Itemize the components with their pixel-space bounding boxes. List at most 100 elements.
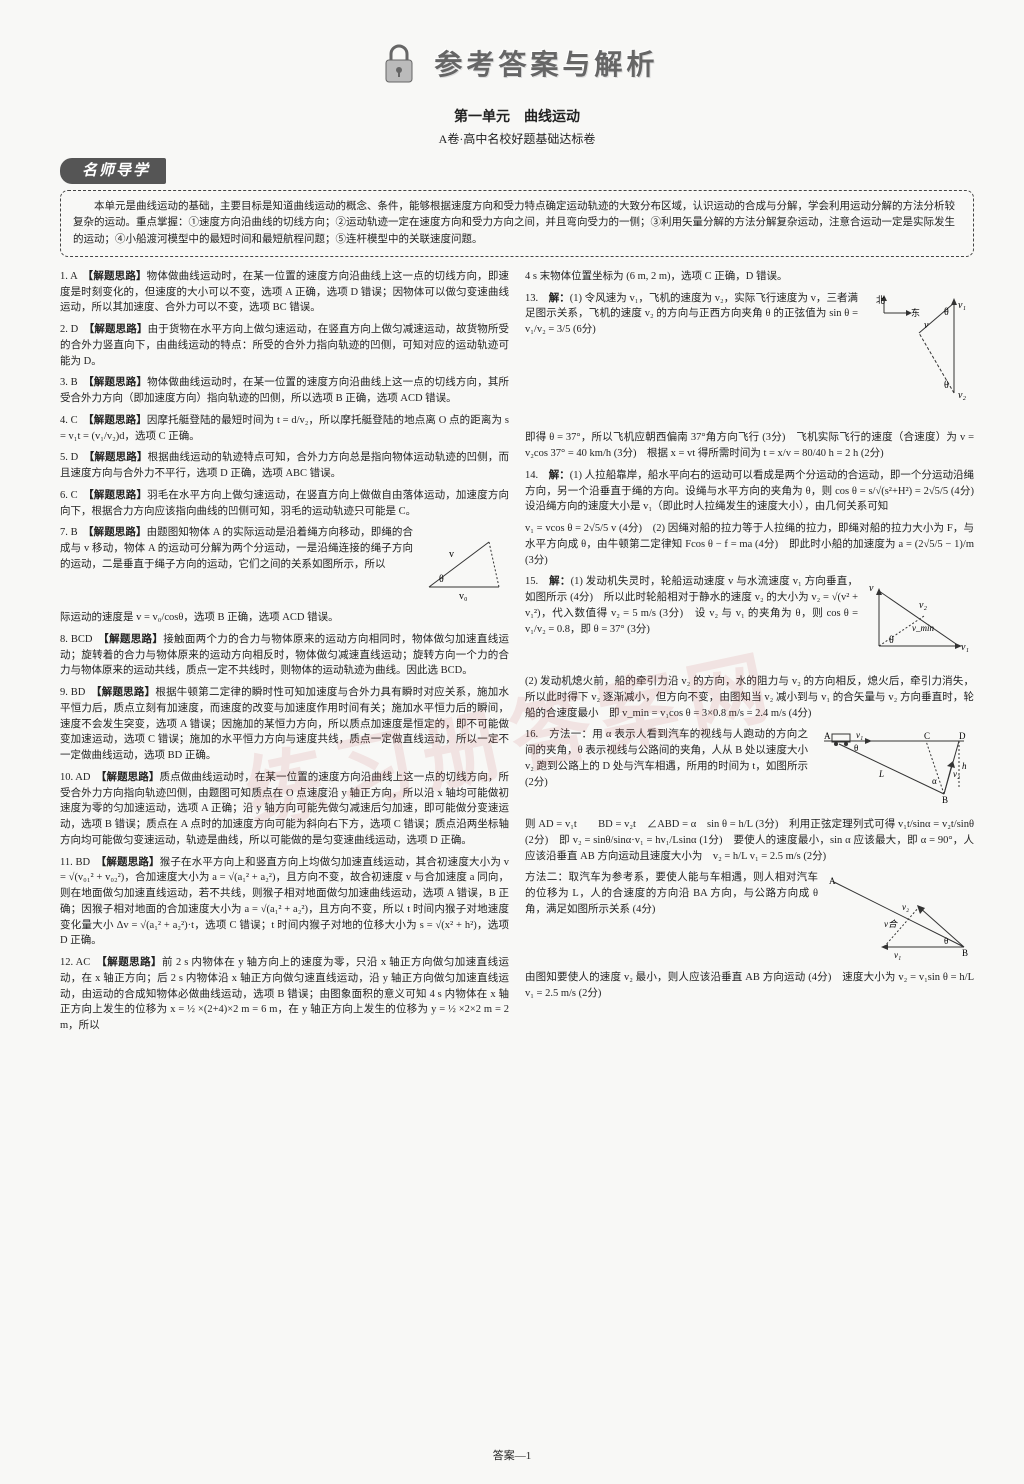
- svg-text:B: B: [962, 948, 968, 958]
- item-number: 16.: [525, 729, 538, 740]
- answer-item: 8. BCD 【解题思路】接触面两个力的合力与物体原来的运动方向相同时，物体做匀…: [60, 632, 509, 679]
- answer-item: 4. C 【解题思路】因摩托艇登陆的最短时间为 t = d/v₂，所以摩托艇登陆…: [60, 413, 509, 445]
- item-label: 【解题思路】: [88, 415, 146, 426]
- answer-item: (2) 发动机熄火前，船的牵引力沿 v₂ 的方向，水的阻力与 v₂ 的方向相反，…: [525, 674, 974, 721]
- item-number: 3. B: [60, 377, 78, 388]
- page-title: 参考答案与解析: [434, 45, 658, 87]
- item-number: 15.: [525, 576, 538, 587]
- item-number: 8. BCD: [60, 634, 92, 645]
- item-text: (1) 发动机失灵时，轮船运动速度 v 与水流速度 v₁ 方向垂直，如图所示 (…: [525, 576, 858, 634]
- answer-item: 则 AD = v₁t BD = v₂t ∠ABD = α sin θ = h/L…: [525, 817, 974, 864]
- vector-diagram: v v₁ v₂ v_min θ: [864, 576, 974, 672]
- svg-text:C: C: [924, 731, 930, 741]
- item-label: 解：: [549, 576, 570, 587]
- item-label: 【解题思路】: [101, 857, 160, 868]
- svg-text:L: L: [878, 769, 884, 779]
- answer-item: A B v₁ v₂ v合 θ 方法二：取汽车为参考系，要使人能与车相遇，则人相对…: [525, 870, 974, 917]
- item-label: 【解题思路】: [89, 324, 148, 335]
- item-text: 根据牛顿第二定律的瞬时性可知加速度与合外力具有瞬时对应关系，施加水平恒力后，质点…: [60, 687, 509, 761]
- content-columns: 1. A 【解题思路】物体做曲线运动时，在某一位置的速度方向沿曲线上这一点的切线…: [60, 269, 974, 1040]
- svg-text:D: D: [959, 731, 966, 741]
- lock-icon: [376, 40, 422, 92]
- answer-item: v v₁ v₂ v_min θ 15. 解：(1) 发动机失灵时，轮船运动速度 …: [525, 574, 974, 637]
- intro-box: 本单元是曲线运动的基础，主要目标是知道曲线运动的概念、条件，能够根据速度方向和受…: [60, 190, 974, 257]
- item-number: 1. A: [60, 271, 77, 282]
- answer-item: 3. B 【解题思路】物体做曲线运动时，在某一位置的速度方向沿曲线上这一点的切线…: [60, 375, 509, 407]
- item-label: 【解题思路】: [104, 634, 164, 645]
- item-number: 12. AC: [60, 957, 90, 968]
- answer-item: 6. C 【解题思路】羽毛在水平方向上做匀速运动，在竖直方向上做做自由落体运动，…: [60, 488, 509, 520]
- answer-item: 5. D 【解题思路】根据曲线运动的轨迹特点可知，合外力方向总是指向物体运动轨迹…: [60, 450, 509, 482]
- item-text: (2) 发动机熄火前，船的牵引力沿 v₂ 的方向，水的阻力与 v₂ 的方向相反，…: [525, 676, 974, 719]
- answer-item: v₁ A C D h B L α θ v₂ 16. 方法一：用 α 表示人看到汽…: [525, 727, 974, 790]
- item-number: 4. C: [60, 415, 78, 426]
- item-text: 即得 θ = 37°，所以飞机应朝西偏南 37°角方向飞行 (3分) 飞机实际飞…: [525, 432, 974, 459]
- answer-item: 由图知要使人的速度 v₂ 最小，则人应该沿垂直 AB 方向运动 (4分) 速度大…: [525, 970, 974, 1002]
- item-text: 猴子在水平方向上和竖直方向上均做匀加速直线运动，其合初速度大小为 v = √(v…: [60, 857, 509, 947]
- item-label: 【解题思路】: [101, 772, 159, 783]
- item-text: 由图知要使人的速度 v₂ 最小，则人应该沿垂直 AB 方向运动 (4分) 速度大…: [525, 972, 974, 999]
- svg-text:v₂: v₂: [902, 902, 909, 912]
- svg-text:h: h: [962, 761, 967, 771]
- item-number: 10. AD: [60, 772, 90, 783]
- answer-item: v₀ v θ 7. B 【解题思路】由题图知物体 A 的实际运动是沿着绳方向移动…: [60, 525, 509, 572]
- page-footer: 答案—1: [0, 1448, 1024, 1465]
- answer-item: 北东 v₁ v₂ v θ θ 13. 解：(1) 令风速为 v₁，飞机的速度为 …: [525, 291, 974, 338]
- item-number: 6. C: [60, 490, 78, 501]
- answer-item: 11. BD 【解题思路】猴子在水平方向上和竖直方向上均做匀加速直线运动，其合初…: [60, 855, 509, 950]
- svg-text:v₂: v₂: [919, 600, 927, 611]
- svg-text:θ: θ: [889, 635, 894, 646]
- svg-text:v₁: v₁: [958, 300, 966, 311]
- svg-text:东: 东: [911, 307, 920, 318]
- paper-subtitle: A卷·高中名校好题基础达标卷: [60, 130, 974, 148]
- svg-text:v₂: v₂: [953, 769, 960, 779]
- answer-item: 际运动的速度是 v = v₀/cosθ，选项 B 正确，选项 ACD 错误。: [60, 610, 509, 626]
- item-number: 5. D: [60, 452, 78, 463]
- item-text: 则 AD = v₁t BD = v₂t ∠ABD = α sin θ = h/L…: [525, 819, 974, 862]
- answer-item: 1. A 【解题思路】物体做曲线运动时，在某一位置的速度方向沿曲线上这一点的切线…: [60, 269, 509, 316]
- item-text: 方法一：用 α 表示人看到汽车的视线与人跑动的方向之间的夹角，θ 表示视线与公路…: [525, 729, 808, 787]
- svg-text:θ: θ: [854, 743, 858, 753]
- answer-item: 即得 θ = 37°，所以飞机应朝西偏南 37°角方向飞行 (3分) 飞机实际飞…: [525, 430, 974, 462]
- svg-text:A: A: [829, 876, 836, 886]
- svg-text:v: v: [449, 549, 454, 560]
- svg-text:A: A: [824, 731, 831, 741]
- svg-text:θ: θ: [944, 936, 948, 946]
- svg-text:v₁: v₁: [856, 730, 863, 740]
- item-text: v₁ = vcos θ = 2√5/5 v (4分) (2) 因绳对船的拉力等于…: [525, 523, 974, 566]
- svg-text:θ: θ: [439, 574, 444, 585]
- vector-diagram: v₁ A C D h B L α θ v₂: [814, 729, 974, 815]
- vector-diagram: 北东 v₁ v₂ v θ θ: [864, 293, 974, 429]
- answer-item: 9. BD 【解题思路】根据牛顿第二定律的瞬时性可知加速度与合外力具有瞬时对应关…: [60, 685, 509, 764]
- item-text: 前 2 s 内物体在 y 轴方向上的速度为零，只沿 x 轴正方向做匀加速直线运动…: [60, 957, 509, 1031]
- item-number: 13.: [525, 293, 538, 304]
- item-label: 【解题思路】: [88, 527, 146, 538]
- item-label: 解：: [549, 470, 570, 481]
- svg-text:北: 北: [876, 295, 885, 305]
- page-header: 参考答案与解析: [60, 40, 974, 92]
- item-label: 【解题思路】: [89, 452, 148, 463]
- answer-item: 14. 解：(1) 人拉船靠岸，船水平向右的运动可以看成是两个分运动的合运动，即…: [525, 468, 974, 515]
- item-text: 际运动的速度是 v = v₀/cosθ，选项 B 正确，选项 ACD 错误。: [60, 612, 339, 623]
- svg-text:v合: v合: [884, 919, 898, 929]
- svg-text:v₀: v₀: [459, 591, 468, 602]
- right-column: 4 s 末物体位置坐标为 (6 m, 2 m)，选项 C 正确，D 错误。 北东…: [525, 269, 974, 1040]
- svg-text:v₁: v₁: [894, 950, 901, 960]
- answer-item: 10. AD 【解题思路】质点做曲线运动时，在某一位置的速度方向沿曲线上这一点的…: [60, 770, 509, 849]
- left-column: 1. A 【解题思路】物体做曲线运动时，在某一位置的速度方向沿曲线上这一点的切线…: [60, 269, 509, 1040]
- item-label: 【解题思路】: [96, 687, 155, 698]
- answer-item: v₁ = vcos θ = 2√5/5 v (4分) (2) 因绳对船的拉力等于…: [525, 521, 974, 568]
- svg-text:v₁: v₁: [961, 642, 969, 653]
- section-badge: 名师导学: [60, 158, 166, 185]
- item-label: 【解题思路】: [102, 957, 162, 968]
- item-number: 2. D: [60, 324, 78, 335]
- vector-diagram: v₀ v θ: [419, 527, 509, 608]
- svg-text:v: v: [869, 583, 874, 594]
- answer-item: 12. AC 【解题思路】前 2 s 内物体在 y 轴方向上的速度为零，只沿 x…: [60, 955, 509, 1034]
- item-text: 4 s 末物体位置坐标为 (6 m, 2 m)，选项 C 正确，D 错误。: [525, 271, 788, 282]
- item-number: 14.: [525, 470, 538, 481]
- answer-item: 2. D 【解题思路】由于货物在水平方向上做匀速运动，在竖直方向上做匀减速运动，…: [60, 322, 509, 369]
- item-label: 【解题思路】: [88, 377, 147, 388]
- item-text: (1) 令风速为 v₁，飞机的速度为 v₂，实际飞行速度为 v，三者满足图示关系…: [525, 293, 858, 336]
- item-label: 解：: [549, 293, 570, 304]
